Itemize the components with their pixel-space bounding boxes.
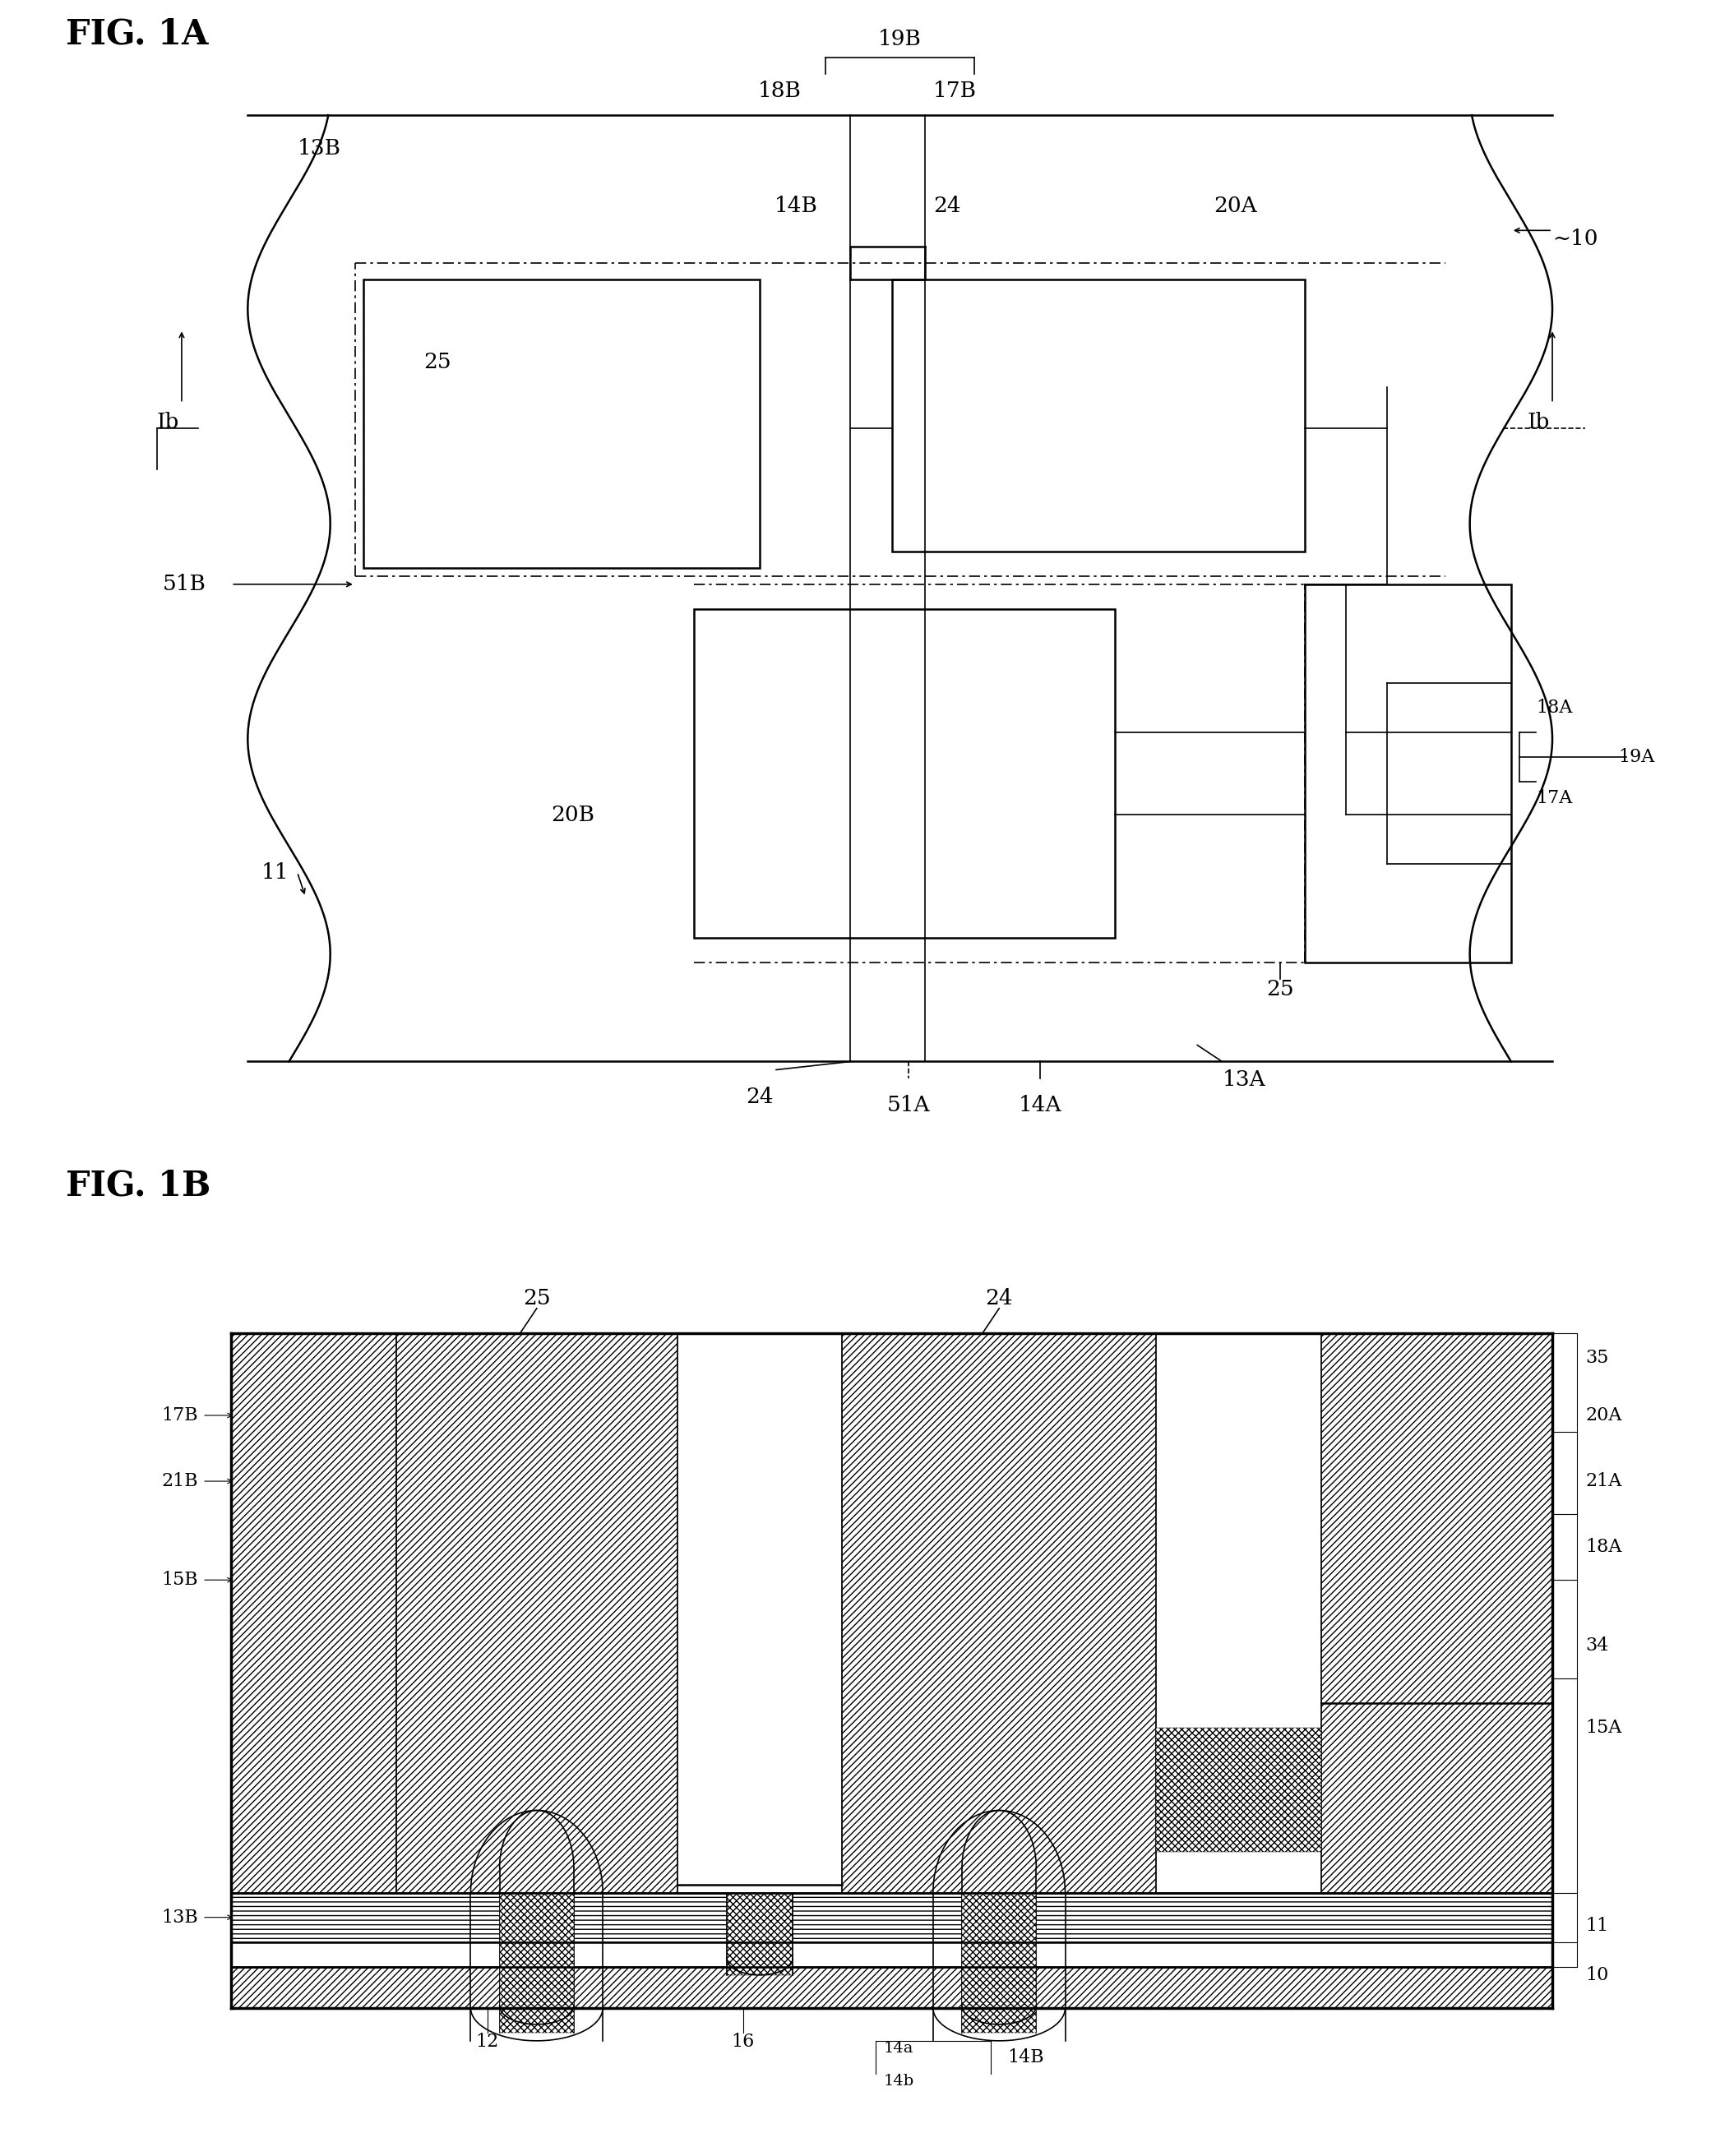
Text: Ib: Ib bbox=[156, 412, 179, 431]
Text: 10: 10 bbox=[1585, 1966, 1609, 1984]
Text: 18B: 18B bbox=[758, 80, 801, 101]
Bar bbox=[891, 280, 1304, 552]
Bar bbox=[397, 1332, 676, 1893]
Text: 21A: 21A bbox=[1585, 1473, 1621, 1490]
Text: 20B: 20B bbox=[551, 804, 595, 826]
Bar bbox=[231, 1893, 1552, 1943]
Text: 51B: 51B bbox=[163, 573, 206, 595]
Text: 20A: 20A bbox=[1214, 196, 1257, 216]
Text: 17B: 17B bbox=[933, 80, 976, 101]
Text: 17A: 17A bbox=[1536, 789, 1573, 806]
Text: 20A: 20A bbox=[1585, 1406, 1621, 1425]
Text: 17B: 17B bbox=[161, 1406, 198, 1425]
Bar bbox=[231, 1332, 1552, 2007]
Text: FIG. 1A: FIG. 1A bbox=[66, 17, 208, 52]
Text: 13A: 13A bbox=[1222, 1069, 1266, 1091]
Text: 24: 24 bbox=[746, 1087, 773, 1106]
Text: 14B: 14B bbox=[1007, 2048, 1044, 2065]
Bar bbox=[843, 1332, 1157, 1893]
Text: 19A: 19A bbox=[1618, 748, 1654, 765]
Text: 14b: 14b bbox=[884, 2074, 914, 2089]
Bar bbox=[676, 1332, 843, 1893]
Text: 15A: 15A bbox=[1585, 1718, 1621, 1738]
Bar bbox=[694, 608, 1115, 938]
Text: 24: 24 bbox=[985, 1287, 1013, 1309]
Text: 14a: 14a bbox=[884, 2042, 914, 2055]
Bar bbox=[231, 1332, 397, 1893]
Text: 14A: 14A bbox=[1020, 1095, 1061, 1115]
Text: 21B: 21B bbox=[161, 1473, 198, 1490]
Text: 25: 25 bbox=[423, 351, 451, 373]
Text: 18A: 18A bbox=[1536, 699, 1573, 716]
Bar bbox=[364, 280, 759, 567]
Text: 13B: 13B bbox=[297, 138, 342, 157]
Text: 11: 11 bbox=[262, 862, 290, 882]
Text: 35: 35 bbox=[1585, 1350, 1609, 1367]
Bar bbox=[727, 1893, 792, 1975]
Text: ~10: ~10 bbox=[1552, 229, 1599, 248]
Text: 19B: 19B bbox=[879, 28, 922, 50]
Text: 51A: 51A bbox=[886, 1095, 929, 1115]
Bar bbox=[1157, 1729, 1321, 1852]
Text: 12: 12 bbox=[475, 2033, 499, 2050]
Bar bbox=[1321, 1332, 1552, 1893]
Text: 34: 34 bbox=[1585, 1636, 1609, 1656]
Bar bbox=[1304, 584, 1510, 964]
Text: FIG. 1B: FIG. 1B bbox=[66, 1169, 212, 1203]
Text: 11: 11 bbox=[1585, 1917, 1609, 1934]
Text: Ib: Ib bbox=[1528, 412, 1550, 431]
Text: 25: 25 bbox=[1266, 979, 1294, 1000]
Text: 15B: 15B bbox=[161, 1572, 198, 1589]
Bar bbox=[231, 1943, 1552, 1966]
Text: 16: 16 bbox=[732, 2033, 754, 2050]
Text: 14B: 14B bbox=[773, 196, 817, 216]
Text: 13B: 13B bbox=[161, 1908, 198, 1927]
Text: 18A: 18A bbox=[1585, 1537, 1621, 1557]
Bar bbox=[499, 1893, 574, 2033]
Text: 25: 25 bbox=[524, 1287, 550, 1309]
Text: 24: 24 bbox=[933, 196, 961, 216]
Bar bbox=[962, 1893, 1037, 2033]
Bar bbox=[231, 1966, 1552, 2007]
